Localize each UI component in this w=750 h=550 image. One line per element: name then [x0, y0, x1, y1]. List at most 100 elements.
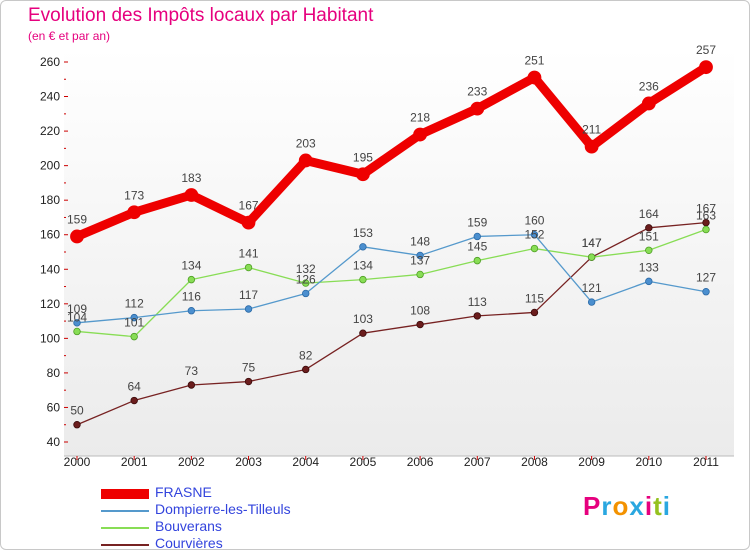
data-label: 151	[639, 229, 659, 243]
chart-title: Evolution des Impôts locaux par Habitant	[28, 5, 374, 26]
data-point	[587, 253, 596, 261]
y-tick-label: 200	[40, 159, 60, 173]
data-point	[187, 275, 196, 284]
data-point	[641, 96, 656, 111]
data-label: 75	[242, 361, 256, 375]
data-point	[645, 246, 653, 254]
data-point	[302, 289, 310, 298]
series-line-bouverans	[76, 228, 707, 338]
data-point	[73, 327, 81, 336]
data-label: 73	[185, 364, 199, 378]
logo-letter: t	[653, 491, 663, 521]
x-tick-label: 2001	[121, 455, 148, 469]
data-label: 115	[525, 291, 544, 305]
x-tick-label: 2011	[693, 455, 719, 469]
data-label: 101	[124, 316, 144, 330]
legend-swatch	[101, 527, 149, 529]
data-point	[127, 205, 142, 220]
x-tick-label: 2006	[407, 455, 434, 469]
data-point	[244, 263, 253, 272]
data-label: 148	[410, 234, 430, 248]
data-label: 147	[582, 236, 602, 250]
legend-label: Courvières	[155, 535, 223, 550]
data-label: 127	[696, 271, 716, 285]
data-point	[587, 298, 596, 306]
data-point	[473, 256, 481, 265]
y-tick-label: 80	[47, 366, 61, 380]
data-label: 163	[696, 209, 716, 223]
y-tick-label: 220	[40, 124, 60, 138]
data-point	[470, 101, 485, 116]
data-label: 112	[125, 297, 144, 311]
data-point	[413, 127, 427, 142]
data-label: 145	[467, 240, 487, 254]
legend-label: FRASNE	[155, 484, 212, 500]
data-label: 167	[239, 199, 259, 213]
data-point	[645, 277, 653, 286]
data-label: 152	[524, 228, 544, 242]
data-label: 183	[181, 171, 201, 185]
data-label: 195	[353, 150, 373, 164]
data-point	[130, 396, 138, 405]
data-label: 141	[239, 247, 259, 261]
data-label: 159	[67, 212, 87, 226]
data-label: 173	[124, 188, 144, 202]
data-point	[530, 308, 539, 317]
data-point	[359, 275, 367, 284]
x-tick-label: 2010	[635, 455, 662, 469]
data-point	[645, 224, 653, 232]
data-label: 103	[353, 312, 373, 326]
data-label: 117	[239, 288, 258, 302]
x-tick-label: 2008	[521, 455, 548, 469]
legend-swatch	[101, 510, 149, 512]
data-point	[244, 377, 253, 386]
data-point	[302, 279, 310, 287]
data-label: 167	[696, 202, 716, 216]
data-point	[416, 320, 424, 329]
logo-letter: P	[583, 491, 602, 521]
data-point	[298, 153, 313, 168]
data-label: 126	[296, 272, 316, 286]
data-label: 159	[467, 215, 487, 229]
data-point	[73, 319, 81, 327]
data-label: 113	[468, 295, 487, 309]
data-label: 164	[639, 207, 659, 221]
data-label: 236	[639, 79, 659, 93]
data-label: 121	[582, 281, 602, 295]
y-tick-label: 40	[47, 435, 61, 449]
data-label: 233	[467, 85, 487, 99]
data-label: 153	[353, 226, 373, 240]
y-tick-label: 240	[40, 90, 60, 104]
logo-letter: i	[662, 491, 671, 521]
data-point	[184, 188, 199, 202]
data-label: 257	[696, 43, 716, 57]
data-label: 64	[128, 380, 142, 394]
data-label: 218	[410, 111, 430, 125]
y-tick-label: 180	[40, 193, 60, 207]
logo-letter: i	[644, 491, 654, 521]
proxiti-logo: Proxiti	[583, 491, 671, 522]
data-point	[527, 70, 542, 85]
series-line-frasne	[72, 62, 711, 241]
data-point	[530, 244, 539, 253]
x-tick-label: 2004	[292, 455, 319, 469]
data-label: 147	[582, 236, 602, 250]
legend-label: Dompierre-les-Tilleuls	[155, 501, 291, 517]
data-label: 50	[70, 404, 84, 418]
y-tick-label: 260	[40, 55, 60, 69]
data-point	[70, 229, 84, 244]
data-point	[130, 332, 138, 341]
data-label: 134	[353, 259, 373, 273]
data-label: 82	[299, 348, 313, 362]
x-tick-label: 2005	[350, 455, 377, 469]
data-label: 104	[67, 310, 87, 324]
data-label: 251	[524, 54, 544, 68]
data-point	[244, 305, 253, 313]
logo-letter: o	[612, 491, 630, 521]
y-tick-label: 120	[40, 297, 60, 311]
chart-subtitle: (en € et par an)	[28, 29, 111, 43]
data-label: 160	[524, 214, 544, 228]
data-label: 203	[296, 136, 316, 150]
data-point	[187, 381, 196, 389]
